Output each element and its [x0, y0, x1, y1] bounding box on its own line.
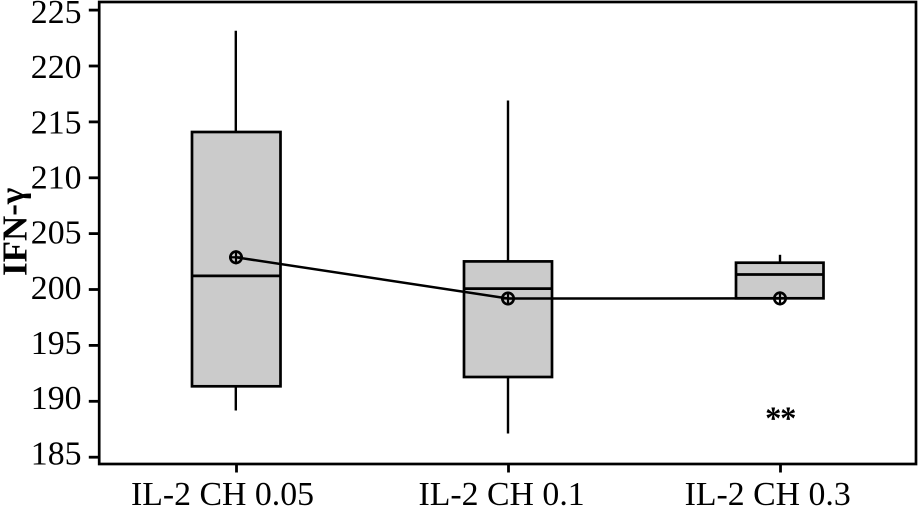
svg-text:220: 220	[31, 49, 82, 86]
svg-text:IL-2 CH 0.3: IL-2 CH 0.3	[685, 476, 851, 507]
svg-text:200: 200	[31, 270, 82, 307]
svg-text:IL-2 CH 0.1: IL-2 CH 0.1	[419, 476, 585, 507]
svg-text:190: 190	[31, 380, 82, 417]
svg-text:225: 225	[31, 0, 82, 31]
svg-text:210: 210	[31, 159, 82, 196]
svg-text:185: 185	[31, 435, 82, 472]
svg-text:195: 195	[31, 325, 82, 362]
svg-text:*: *	[765, 401, 781, 437]
svg-text:*: *	[780, 401, 796, 437]
svg-text:205: 205	[31, 215, 82, 252]
svg-text:IFN-γ: IFN-γ	[0, 188, 35, 276]
svg-text:215: 215	[31, 104, 82, 141]
svg-text:IL-2 CH 0.05: IL-2 CH 0.05	[131, 476, 314, 507]
